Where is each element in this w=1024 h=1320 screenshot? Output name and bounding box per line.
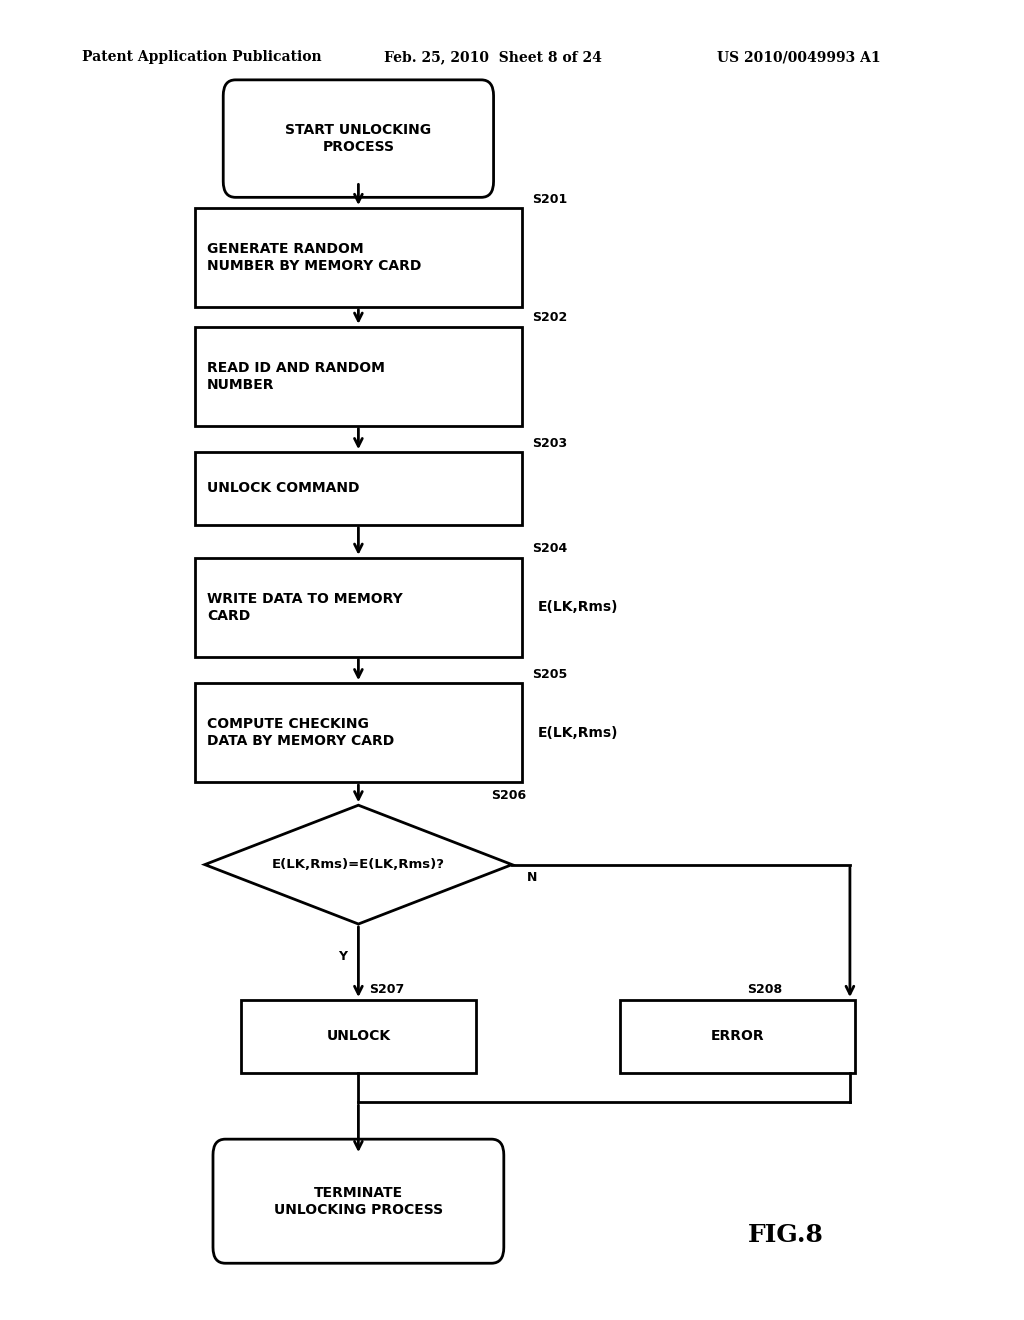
- Text: S207: S207: [369, 983, 403, 997]
- Text: S201: S201: [532, 193, 567, 206]
- Text: READ ID AND RANDOM
NUMBER: READ ID AND RANDOM NUMBER: [207, 360, 385, 392]
- Bar: [195, 682, 522, 781]
- Text: E(LK,Rms): E(LK,Rms): [538, 726, 618, 739]
- Text: S208: S208: [748, 983, 782, 997]
- Text: Feb. 25, 2010  Sheet 8 of 24: Feb. 25, 2010 Sheet 8 of 24: [384, 50, 602, 65]
- Text: S204: S204: [532, 543, 567, 556]
- Text: ERROR: ERROR: [711, 1030, 764, 1043]
- Text: US 2010/0049993 A1: US 2010/0049993 A1: [717, 50, 881, 65]
- Text: FIG.8: FIG.8: [748, 1224, 823, 1247]
- FancyBboxPatch shape: [213, 1139, 504, 1263]
- Polygon shape: [205, 805, 512, 924]
- Bar: [195, 451, 522, 524]
- Text: S203: S203: [532, 437, 567, 450]
- Text: Y: Y: [338, 950, 347, 964]
- Text: S205: S205: [532, 668, 567, 681]
- Text: UNLOCK COMMAND: UNLOCK COMMAND: [207, 482, 359, 495]
- Text: S202: S202: [532, 312, 567, 325]
- Text: S206: S206: [492, 788, 526, 801]
- Text: Patent Application Publication: Patent Application Publication: [82, 50, 322, 65]
- Text: START UNLOCKING
PROCESS: START UNLOCKING PROCESS: [286, 123, 431, 154]
- Bar: [195, 327, 522, 425]
- Text: N: N: [527, 871, 538, 884]
- Bar: [195, 557, 522, 656]
- Text: COMPUTE CHECKING
DATA BY MEMORY CARD: COMPUTE CHECKING DATA BY MEMORY CARD: [207, 717, 394, 748]
- Text: WRITE DATA TO MEMORY
CARD: WRITE DATA TO MEMORY CARD: [207, 591, 402, 623]
- Bar: [195, 207, 522, 306]
- Bar: [620, 1001, 855, 1072]
- FancyBboxPatch shape: [223, 79, 494, 197]
- Text: UNLOCK: UNLOCK: [327, 1030, 390, 1043]
- Text: TERMINATE
UNLOCKING PROCESS: TERMINATE UNLOCKING PROCESS: [273, 1185, 443, 1217]
- Text: E(LK,Rms): E(LK,Rms): [538, 601, 618, 614]
- Text: E(LK,Rms)=E(LK,Rms)?: E(LK,Rms)=E(LK,Rms)?: [272, 858, 444, 871]
- Bar: [241, 1001, 476, 1072]
- Text: GENERATE RANDOM
NUMBER BY MEMORY CARD: GENERATE RANDOM NUMBER BY MEMORY CARD: [207, 242, 421, 273]
